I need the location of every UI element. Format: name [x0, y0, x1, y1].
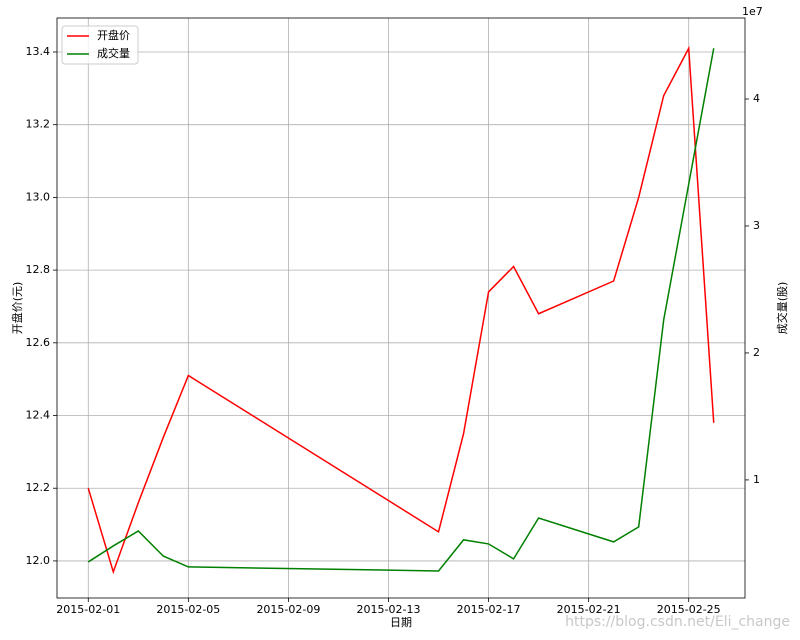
plot-frame — [56, 17, 746, 599]
y2-tick-label: 2 — [753, 346, 760, 359]
data-line — [87, 45, 715, 575]
y2-offset-label: 1e7 — [742, 5, 763, 18]
y-tick-label: 13.4 — [26, 45, 51, 58]
y-tick-label: 12.4 — [26, 409, 51, 422]
y-tick-label: 12.2 — [26, 481, 51, 494]
x-tick-label: 2015-02-25 — [657, 603, 721, 616]
y2-tick-label: 3 — [753, 219, 760, 232]
y2-axis-label: 成交量(股) — [775, 282, 789, 335]
y-tick-label: 12.0 — [26, 554, 51, 567]
legend-label: 成交量 — [97, 46, 130, 60]
x-tick-label: 2015-02-21 — [557, 603, 621, 616]
y2-tick-label: 4 — [753, 92, 760, 105]
x-tick-label: 2015-02-17 — [457, 603, 521, 616]
x-tick-label: 2015-02-05 — [156, 603, 220, 616]
x-axis-label: 日期 — [390, 616, 412, 629]
watermark: https://blog.csdn.net/Eli_change — [565, 614, 790, 630]
y-tick-label: 12.8 — [26, 263, 51, 276]
y-tick-label: 12.6 — [26, 336, 51, 349]
x-tick-label: 2015-02-13 — [357, 603, 421, 616]
y-tick-label: 13.0 — [26, 190, 51, 203]
y-axis-label: 开盘价(元) — [10, 282, 24, 335]
y2-tick-label: 1 — [753, 473, 760, 486]
y-tick-label: 13.2 — [26, 118, 51, 131]
x-tick-label: 2015-02-09 — [256, 603, 320, 616]
x-tick-label: 2015-02-01 — [56, 603, 120, 616]
legend-label: 开盘价 — [97, 28, 130, 42]
data-line — [87, 48, 715, 572]
